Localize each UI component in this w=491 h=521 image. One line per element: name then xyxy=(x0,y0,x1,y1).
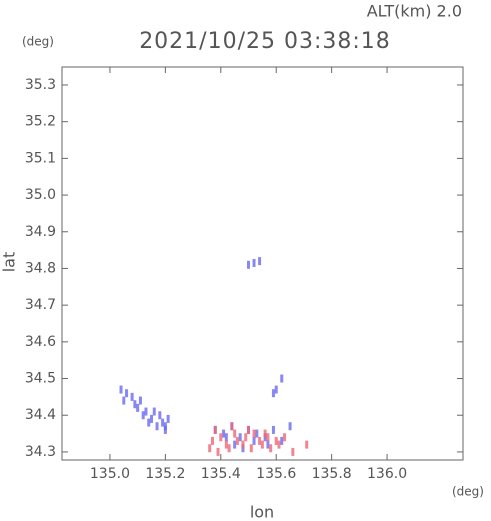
point xyxy=(119,385,123,394)
point xyxy=(122,396,126,405)
y-axis-label: lat xyxy=(0,252,19,273)
plot-frame xyxy=(61,66,464,461)
x-tick-label: 135.2 xyxy=(145,466,185,482)
point xyxy=(280,374,284,383)
chart-subtitle: ALT(km) 2.0 xyxy=(367,2,462,21)
point xyxy=(227,444,231,453)
point xyxy=(252,436,256,445)
point xyxy=(238,433,242,442)
point xyxy=(263,429,267,438)
point xyxy=(269,444,273,453)
point xyxy=(141,411,145,420)
point xyxy=(249,444,253,453)
point xyxy=(224,440,228,449)
point xyxy=(216,447,220,456)
point xyxy=(210,436,214,445)
y-tick-label: 35.1 xyxy=(25,150,56,166)
x-tick-label: 135.6 xyxy=(256,466,296,482)
y-tick-label: 35.3 xyxy=(25,77,56,93)
point xyxy=(224,433,228,442)
point xyxy=(136,403,140,412)
x-tick-label: 135.8 xyxy=(312,466,352,482)
point xyxy=(244,433,248,442)
point xyxy=(130,392,134,401)
y-tick-label: 34.7 xyxy=(25,297,56,313)
point xyxy=(271,425,275,434)
point xyxy=(305,440,309,449)
point xyxy=(138,396,142,405)
x-axis-label: lon xyxy=(250,503,274,521)
point xyxy=(233,429,237,438)
point xyxy=(247,260,251,269)
point xyxy=(252,429,256,438)
point xyxy=(255,429,259,438)
point xyxy=(155,422,159,431)
point xyxy=(158,411,162,420)
x-tick-label: 136.0 xyxy=(367,466,407,482)
point xyxy=(233,440,237,449)
point xyxy=(266,433,270,442)
point xyxy=(280,436,284,445)
point xyxy=(152,407,156,416)
point xyxy=(144,407,148,416)
point xyxy=(147,418,151,427)
point xyxy=(274,385,278,394)
point xyxy=(208,444,212,453)
point xyxy=(161,418,165,427)
point xyxy=(252,258,256,267)
y-tick-label: 35.2 xyxy=(25,114,56,130)
point xyxy=(230,422,234,431)
point xyxy=(163,425,167,434)
point xyxy=(150,414,154,423)
y-tick-label: 34.4 xyxy=(25,407,56,423)
point xyxy=(277,440,281,449)
point xyxy=(266,440,270,449)
point xyxy=(271,389,275,398)
point xyxy=(222,429,226,438)
x-tick-label: 135.4 xyxy=(201,466,241,482)
point xyxy=(133,400,137,409)
point xyxy=(213,425,217,434)
point xyxy=(260,440,264,449)
point xyxy=(291,447,295,456)
y-tick-label: 35.0 xyxy=(25,187,56,203)
point xyxy=(258,257,262,266)
y-tick-label: 34.3 xyxy=(25,444,56,460)
x-tick-label: 135.0 xyxy=(90,466,130,482)
point xyxy=(274,436,278,445)
point xyxy=(125,389,129,398)
point xyxy=(241,440,245,449)
y-tick-label: 34.8 xyxy=(25,260,56,276)
point xyxy=(219,433,223,442)
y-unit: (deg) xyxy=(22,35,54,49)
point xyxy=(258,436,262,445)
point xyxy=(283,433,287,442)
point xyxy=(235,436,239,445)
x-unit: (deg) xyxy=(452,485,484,499)
point xyxy=(247,425,251,434)
point xyxy=(166,414,170,423)
point xyxy=(288,422,292,431)
chart-title: 2021/10/25 03:38:18 xyxy=(139,29,391,54)
y-tick-label: 34.9 xyxy=(25,224,56,240)
y-tick-label: 34.5 xyxy=(25,371,56,387)
y-tick-label: 34.6 xyxy=(25,334,56,350)
